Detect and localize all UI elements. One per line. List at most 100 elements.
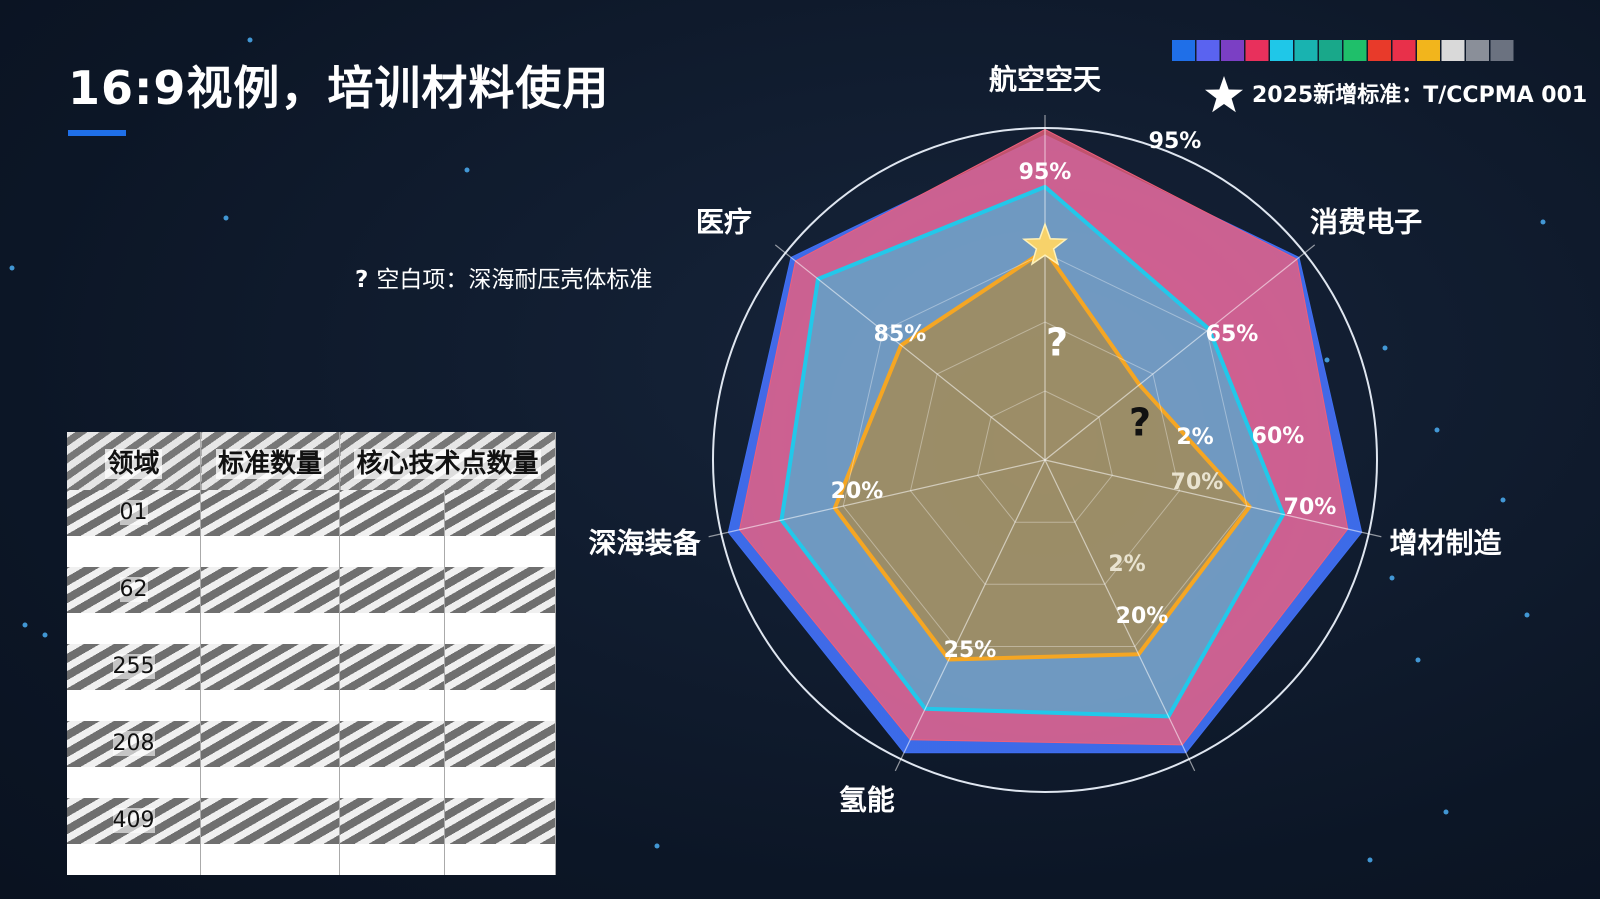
color-swatch: [1196, 40, 1220, 61]
header-text: 领域: [105, 448, 162, 479]
table-cell: 62: [67, 567, 201, 644]
table-cell: [444, 798, 556, 875]
spoke: [708, 459, 1046, 538]
value-annotation: 65%: [1206, 322, 1259, 347]
header-text: 核心技术点数量: [354, 448, 541, 479]
cell-text: 01: [119, 500, 148, 525]
axis-label: 增材制造: [1389, 526, 1501, 559]
value-annotation: 2%: [1176, 425, 1213, 450]
note-mark: ?: [355, 267, 369, 293]
cell-text: 409: [112, 808, 155, 833]
table-cell: 255: [67, 644, 201, 721]
radar-area: [832, 248, 1252, 662]
table-cell: [339, 644, 445, 721]
table-cell: [444, 721, 556, 798]
axis-label: 深海装备: [588, 526, 701, 559]
value-annotation: 20%: [831, 479, 884, 504]
color-swatch: [1490, 40, 1514, 61]
table-body: 01 62 255 208 409: [67, 490, 556, 875]
table-cell: 01: [67, 490, 201, 567]
axis-label: 氢能: [839, 784, 895, 817]
color-swatch: [1221, 40, 1244, 61]
star-dot: [1443, 809, 1449, 815]
table-cell: [339, 567, 445, 644]
table-cell: [339, 721, 445, 798]
star-dot: [22, 622, 28, 628]
spoke: [774, 244, 1046, 461]
color-swatch: [1417, 40, 1440, 61]
value-annotation: 95%: [1019, 160, 1072, 185]
cell-text: 208: [112, 731, 155, 756]
table-cell: [200, 721, 340, 798]
spoke: [1044, 459, 1382, 538]
star-dot: [1415, 657, 1421, 663]
color-swatch: [1368, 40, 1391, 61]
value-annotation: 95%: [1149, 129, 1202, 154]
table-cell: [200, 644, 340, 721]
color-swatch: [1319, 40, 1342, 61]
table-row: 255: [67, 644, 556, 721]
question-mark: ?: [1046, 321, 1068, 365]
axis-label: 医疗: [696, 206, 752, 239]
table-cell: 208: [67, 721, 201, 798]
axis-label: 航空空天: [989, 63, 1101, 96]
axis-label: 消费电子: [1310, 206, 1422, 239]
table-row: 409: [67, 798, 556, 875]
spoke: [1044, 459, 1196, 772]
table-cell: [444, 490, 556, 567]
value-annotation: 60%: [1252, 424, 1305, 449]
star-marker: [1022, 221, 1068, 266]
table-cell: [200, 798, 340, 875]
star-dot: [1367, 857, 1373, 863]
star-dot: [247, 37, 253, 43]
table-cell: [444, 567, 556, 644]
new-standard-label: 2025新增标准：T/CCPMA 001: [1252, 82, 1587, 108]
color-swatch: [1172, 40, 1195, 61]
slide-title: 16:9视例，培训材料使用: [68, 61, 610, 115]
star-dot: [464, 167, 470, 173]
header-text: 标准数量: [215, 448, 324, 479]
table-header: 核心技术点数量: [339, 432, 556, 490]
star-dot: [1324, 357, 1330, 363]
color-swatch: [1245, 40, 1269, 61]
value-annotation: 2%: [1108, 552, 1145, 577]
grid-ring: [842, 252, 1248, 647]
table-cell: [200, 490, 340, 567]
question-mark: ?: [1129, 401, 1151, 445]
value-annotation: 20%: [1116, 604, 1169, 629]
value-annotation: 70%: [1284, 495, 1337, 520]
table-row: 62: [67, 567, 556, 644]
color-swatch: [1466, 40, 1489, 61]
color-swatch: [1441, 40, 1465, 61]
table-header: 领域: [67, 432, 201, 490]
star-dot: [1524, 612, 1530, 618]
star-dot: [1382, 345, 1388, 351]
star-dot: [223, 215, 229, 221]
table-cell: [339, 490, 445, 567]
star-dot: [1389, 575, 1395, 581]
table-cell: [200, 567, 340, 644]
color-swatch: [1343, 40, 1367, 61]
spoke: [894, 459, 1046, 772]
table: 领域 标准数量 核心技术点数量 01 62 255 208 409: [67, 432, 556, 875]
grid-ring: [977, 390, 1113, 523]
star-dot: [1500, 497, 1506, 503]
star-icon: [1205, 76, 1243, 113]
value-annotation: 70%: [1171, 470, 1224, 495]
star-dot: [42, 632, 48, 638]
grid-ring: [909, 321, 1181, 585]
star-dot: [654, 843, 660, 849]
value-annotation: 25%: [944, 638, 997, 663]
color-swatch: [1294, 40, 1318, 61]
color-swatch: [1392, 40, 1416, 61]
table-row: 01: [67, 490, 556, 567]
star-dot: [9, 265, 15, 271]
note: ? 空白项：深海耐压壳体标准: [355, 260, 652, 294]
value-annotation: 85%: [874, 322, 927, 347]
title-underline: [68, 130, 126, 136]
cell-text: 255: [112, 654, 155, 679]
cell-text: 62: [119, 577, 148, 602]
star-dot: [1540, 219, 1546, 225]
